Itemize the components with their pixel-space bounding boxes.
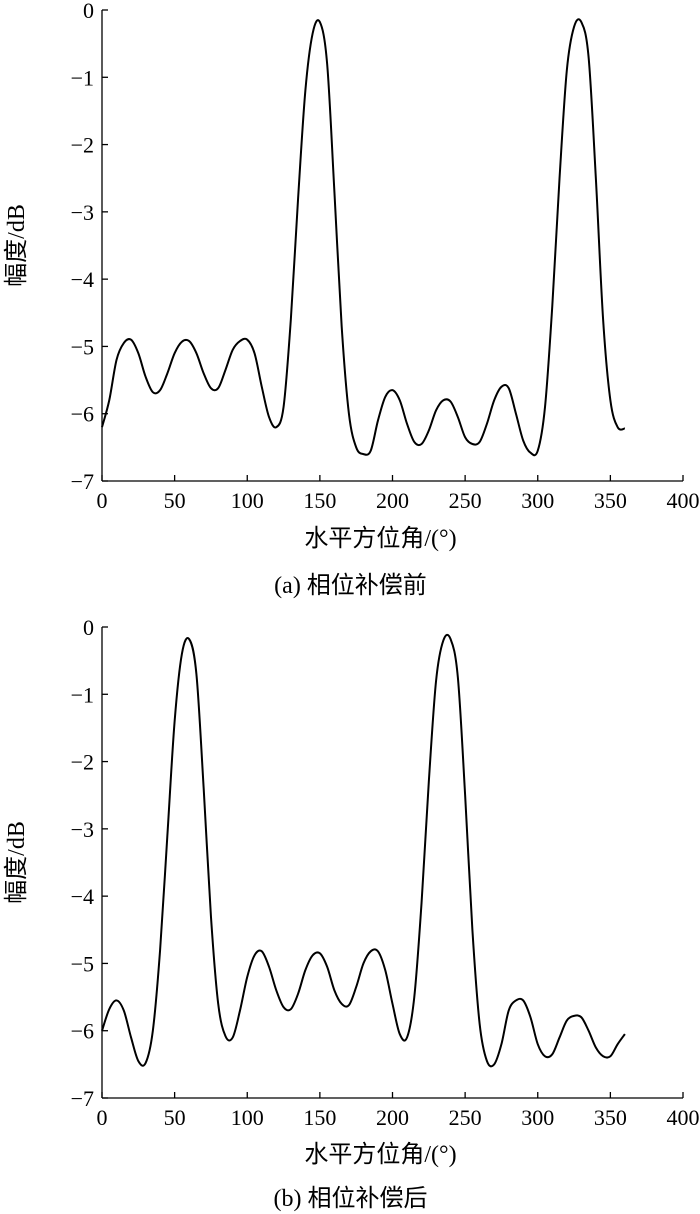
x-tick-label: 150 [303, 488, 336, 513]
x-tick-label: 100 [231, 488, 264, 513]
series-line-0 [101, 18, 626, 457]
y-tick-label: −7 [71, 469, 94, 494]
y-tick-label: −7 [71, 1086, 94, 1111]
y-tick-label: −5 [71, 951, 94, 976]
x-tick-label: 300 [521, 488, 554, 513]
y-tick-label: −4 [71, 884, 94, 909]
y-tick-label: −4 [71, 267, 94, 292]
x-tick-label: 350 [594, 1105, 627, 1130]
x-tick-label: 400 [667, 1105, 700, 1130]
x-tick-label: 350 [594, 488, 627, 513]
y-tick-label: −2 [71, 750, 94, 775]
x-tick-label: 200 [376, 488, 409, 513]
x-tick-label: 150 [303, 1105, 336, 1130]
x-tick-label: 250 [449, 488, 482, 513]
x-tick-label: 100 [231, 1105, 264, 1130]
y-tick-label: 0 [83, 615, 94, 640]
y-tick-label: −3 [71, 817, 94, 842]
chart-panel-b: 0 50 100 150 200 250 300 350 400 0 −1 −2 −3 −4 −5 −6 −7 幅… [3, 615, 700, 1212]
y-tick-label: −6 [71, 402, 94, 427]
chart-caption: (b) 相位补偿后 [274, 1185, 428, 1212]
y-tick-label: −3 [71, 200, 94, 225]
y-tick-label: −1 [71, 682, 94, 707]
y-tick-label: −2 [71, 133, 94, 158]
x-tick-label: 50 [164, 488, 186, 513]
x-tick-label: 300 [521, 1105, 554, 1130]
series-line-0 [101, 633, 626, 1068]
x-tick-label: 250 [449, 1105, 482, 1130]
y-tick-label: −5 [71, 334, 94, 359]
y-tick-label: −6 [71, 1019, 94, 1044]
x-axis-title: 水平方位角/(°) [304, 1141, 456, 1168]
x-tick-label: 0 [97, 1105, 108, 1130]
y-axis-title: 幅度/dB [3, 204, 30, 287]
x-tick-label: 50 [164, 1105, 186, 1130]
y-axis-title: 幅度/dB [3, 821, 30, 904]
chart-panel-a: 0 50 100 150 200 250 300 350 400 0 −1 −2 −3 −4 −5 −6 −7 幅… [3, 0, 700, 599]
x-tick-label: 200 [376, 1105, 409, 1130]
chart-caption: (a) 相位补偿前 [274, 572, 427, 599]
y-tick-label: 0 [83, 0, 94, 23]
x-tick-label: 400 [667, 488, 700, 513]
x-tick-label: 0 [97, 488, 108, 513]
y-tick-label: −1 [71, 65, 94, 90]
x-axis-title: 水平方位角/(°) [304, 525, 456, 552]
